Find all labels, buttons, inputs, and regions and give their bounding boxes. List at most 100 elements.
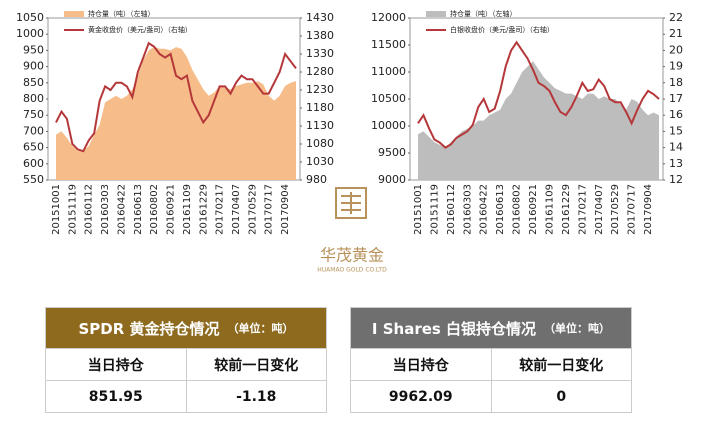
col-header: 当日持仓 — [392, 357, 449, 374]
x-tick-label: 20170407 — [594, 184, 605, 235]
x-tick-label: 20160921 — [528, 184, 539, 235]
x-tick-label: 20160613 — [495, 184, 506, 235]
x-tick-label: 20160422 — [479, 184, 490, 235]
legend-swatch — [426, 11, 446, 17]
x-tick-label: 20170904 — [643, 184, 654, 235]
legend-label: 黄金收盘价（美元/盎司）（右轴） — [88, 25, 192, 34]
x-tick-label: 20170407 — [231, 184, 242, 235]
y-tick-label: 600 — [23, 157, 44, 170]
spdr-table: SPDR 黄金持仓情况 （单位：吨） 当日持仓 较前一日变化 851.95 -1.18 — [45, 307, 327, 413]
y2-tick-label: 12 — [669, 173, 683, 186]
logo-name: 华茂黄金 — [320, 246, 384, 265]
x-tick-label: 20160303 — [100, 184, 111, 235]
cell: 851.95 — [88, 388, 143, 405]
line — [55, 41, 297, 153]
x-tick-label: 20151001 — [51, 184, 62, 235]
cell: 9962.09 — [388, 388, 453, 405]
area — [56, 47, 296, 180]
legend-label: 持仓量（吨）（左轴） — [88, 9, 155, 18]
y2-tick-label: 1430 — [306, 11, 334, 24]
y-tick-label: 750 — [23, 108, 44, 121]
x-tick-label: 20160112 — [446, 184, 457, 235]
y-tick-label: 650 — [23, 141, 44, 154]
y2-tick-label: 980 — [306, 173, 327, 186]
x-tick-label: 20160921 — [166, 184, 177, 235]
y2-tick-label: 14 — [669, 141, 683, 154]
logo-subtitle: HUAMAO GOLD CO.LTD — [317, 267, 387, 274]
y2-tick-label: 18 — [669, 76, 683, 89]
legend-swatch — [64, 11, 84, 17]
y-tick-label: 950 — [23, 43, 44, 56]
x-tick-label: 20170217 — [215, 184, 226, 235]
x-tick-label: 20161109 — [182, 184, 193, 235]
x-tick-label: 20170717 — [627, 184, 638, 235]
x-tick-label: 20160112 — [84, 184, 95, 235]
y2-tick-label: 1030 — [306, 155, 334, 168]
y-tick-label: 550 — [23, 173, 44, 186]
y2-tick-label: 1280 — [306, 65, 334, 78]
table-unit: （单位：吨） — [227, 322, 294, 335]
cell: 0 — [490, 381, 632, 412]
x-tick-label: 20160613 — [133, 184, 144, 235]
x-tick-label: 20151119 — [429, 184, 440, 235]
y-tick-label: 11000 — [371, 65, 406, 78]
cell: -1.18 — [185, 381, 327, 412]
y2-tick-label: 1230 — [306, 83, 334, 96]
y2-tick-label: 15 — [669, 124, 683, 137]
x-tick-label: 20160422 — [116, 184, 127, 235]
y2-tick-label: 19 — [669, 60, 683, 73]
table-title: SPDR 黄金持仓情况 — [78, 319, 220, 338]
y2-tick-label: 17 — [669, 92, 683, 105]
y-tick-label: 1000 — [16, 27, 44, 40]
x-tick-label: 20170217 — [577, 184, 588, 235]
col-header: 当日持仓 — [87, 357, 144, 374]
x-tick-label: 20160303 — [462, 184, 473, 235]
y2-tick-label: 21 — [669, 27, 683, 40]
y2-tick-label: 13 — [669, 157, 683, 170]
x-tick-label: 20170717 — [264, 184, 275, 235]
x-tick-label: 20160802 — [149, 184, 160, 235]
table-header: I Shares 白银持仓情况 （单位：吨） — [351, 308, 631, 348]
y-tick-label: 11500 — [371, 38, 406, 51]
x-tick-label: 20170904 — [280, 184, 291, 235]
y2-tick-label: 1380 — [306, 29, 334, 42]
x-tick-label: 20170529 — [247, 184, 258, 235]
col-header: 较前一日变化 — [185, 349, 327, 380]
y2-tick-label: 1180 — [306, 101, 334, 114]
y-tick-label: 850 — [23, 76, 44, 89]
area — [418, 61, 659, 181]
x-tick-label: 20161109 — [544, 184, 555, 235]
table-unit: （单位：吨） — [544, 322, 611, 335]
y-tick-label: 700 — [23, 124, 44, 137]
legend-label: 白银收盘价（美元/盎司）（右轴） — [450, 25, 554, 34]
x-tick-label: 20151001 — [413, 184, 424, 235]
col-header: 较前一日变化 — [490, 349, 632, 380]
logo: 华茂黄金 HUAMAO GOLD CO.LTD — [317, 187, 387, 274]
y-tick-label: 1050 — [16, 11, 44, 24]
ishares-table: I Shares 白银持仓情况 （单位：吨） 当日持仓 较前一日变化 9962.09… — [350, 307, 632, 413]
x-tick-label: 20160802 — [512, 184, 523, 235]
y2-tick-label: 1330 — [306, 47, 334, 60]
y2-tick-label: 1130 — [306, 119, 334, 132]
y-tick-label: 9000 — [378, 173, 406, 186]
y-tick-label: 9500 — [378, 146, 406, 159]
y-tick-label: 12000 — [371, 11, 406, 24]
y2-tick-label: 20 — [669, 43, 683, 56]
y-tick-label: 800 — [23, 92, 44, 105]
x-tick-label: 20170529 — [610, 184, 621, 235]
table-title: I Shares 白银持仓情况 — [371, 319, 537, 338]
y2-tick-label: 16 — [669, 108, 683, 121]
legend-label: 持仓量（吨）（左轴） — [450, 9, 517, 18]
line — [417, 40, 660, 149]
y-tick-label: 10000 — [371, 119, 406, 132]
x-tick-label: 20151119 — [67, 184, 78, 235]
x-tick-label: 20161229 — [198, 184, 209, 235]
x-tick-label: 20161229 — [561, 184, 572, 235]
y2-tick-label: 22 — [669, 11, 683, 24]
charts: 华茂黄金 HUAMAO GOLD CO.LTD 550 600 650 700 750 8… — [16, 9, 683, 274]
table-header: SPDR 黄金持仓情况 （单位：吨） — [46, 308, 326, 348]
y2-tick-label: 1080 — [306, 137, 334, 150]
y-tick-label: 900 — [23, 60, 44, 73]
y-tick-label: 10500 — [371, 92, 406, 105]
